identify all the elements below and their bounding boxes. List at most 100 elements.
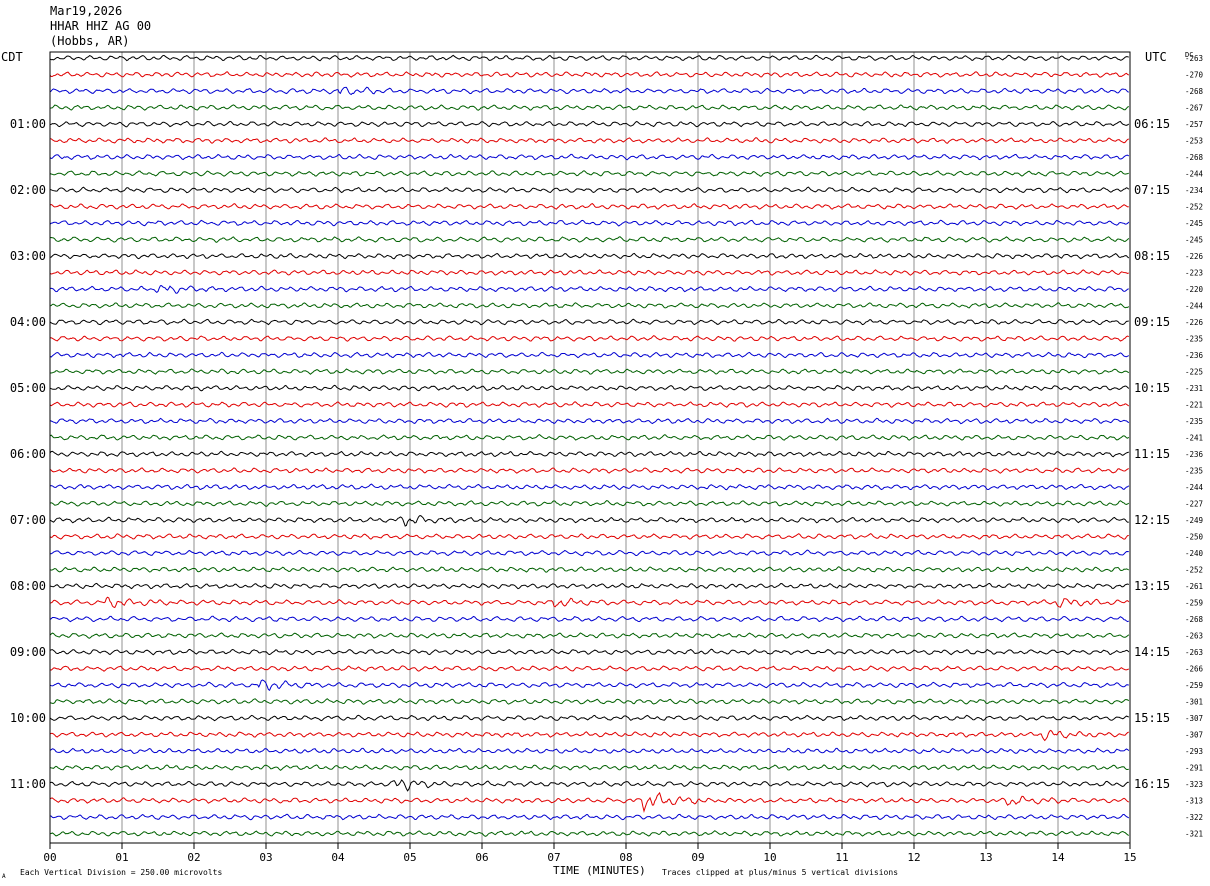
trace-row [49, 318, 1129, 326]
dc-offset-label: -322 [1185, 813, 1203, 822]
left-hour-label: 09:00 [10, 645, 46, 659]
x-axis-title: TIME (MINUTES) [553, 864, 646, 877]
dc-offset-label: -245 [1185, 236, 1203, 245]
x-tick-label: 11 [835, 851, 848, 864]
dc-offset-label: -259 [1185, 599, 1203, 608]
trace-row [49, 71, 1130, 78]
trace-row [49, 86, 1129, 96]
trace-row [49, 351, 1130, 359]
trace-row [49, 186, 1130, 194]
dc-offset-label: -268 [1185, 153, 1204, 162]
dc-offset-label: -263 [1185, 54, 1203, 63]
x-axis: 00 01 02 03 04 05 06 07 08 09 10 11 12 13 14 15 [43, 843, 1137, 864]
dc-offset-label: -268 [1185, 615, 1204, 624]
x-tick-label: 04 [331, 851, 345, 864]
header: Mar19,2026 HHAR HHZ AG 00 (Hobbs, AR) [50, 4, 151, 48]
dc-offset-label: -261 [1185, 582, 1203, 591]
trace-row [49, 813, 1130, 821]
dc-offset-label: -226 [1185, 252, 1204, 261]
trace-row [49, 779, 1129, 792]
dc-offset-label: -250 [1185, 533, 1204, 542]
trace-row [49, 515, 1129, 527]
trace-row [49, 120, 1130, 128]
left-hour-label: 07:00 [10, 513, 46, 527]
trace-row [49, 219, 1130, 227]
trace-row [49, 714, 1130, 722]
trace-row [49, 285, 1129, 294]
header-date: Mar19,2026 [50, 4, 122, 18]
trace-row [49, 532, 1129, 540]
trace-row [49, 302, 1130, 309]
dc-offset-label: -253 [1185, 137, 1203, 146]
x-tick-label: 14 [1051, 851, 1065, 864]
dc-offset-label: -263 [1185, 648, 1203, 657]
dc-offset-label: -263 [1185, 632, 1203, 641]
header-station: HHAR HHZ AG 00 [50, 19, 151, 33]
x-tick-label: 01 [115, 851, 128, 864]
dc-offset-label: -313 [1185, 797, 1203, 806]
trace-row [49, 698, 1130, 705]
trace-row [49, 747, 1130, 755]
clip-note: Traces clipped at plus/minus 5 vertical … [662, 868, 898, 877]
trace-row [49, 566, 1130, 573]
trace-row [49, 236, 1130, 243]
dc-offset-label: -226 [1185, 318, 1204, 327]
x-tick-label: 10 [763, 851, 776, 864]
x-tick-label: 13 [979, 851, 992, 864]
x-tick-label: 00 [43, 851, 56, 864]
dc-offset-label: -245 [1185, 219, 1203, 228]
right-hour-label: 07:15 [1134, 183, 1170, 197]
left-hour-label: 10:00 [10, 711, 46, 725]
dc-offset-label: -244 [1185, 302, 1204, 311]
dc-offset-label: -268 [1185, 87, 1204, 96]
dc-offset-label: -249 [1185, 516, 1203, 525]
right-hour-label: 11:15 [1134, 447, 1170, 461]
hour-labels: 01:00 02:00 03:00 04:00 05:00 06:00 07:00 08:00… [10, 117, 1170, 791]
right-hour-label: 12:15 [1134, 513, 1170, 527]
dc-offset-label: -235 [1185, 335, 1203, 344]
trace-row [49, 830, 1130, 837]
dc-offset-label: -244 [1185, 170, 1204, 179]
header-location: (Hobbs, AR) [50, 34, 129, 48]
left-hour-label: 04:00 [10, 315, 46, 329]
trace-row [49, 582, 1129, 590]
dc-offset-label: -231 [1185, 384, 1203, 393]
trace-row [49, 665, 1130, 672]
dc-label: DC [1185, 51, 1193, 59]
x-tick-label: 06 [475, 851, 488, 864]
trace-row [49, 632, 1130, 639]
dc-offset-label: -293 [1185, 747, 1203, 756]
x-tick-label: 05 [403, 851, 416, 864]
x-tick-label: 02 [187, 851, 200, 864]
right-hour-label: 08:15 [1134, 249, 1170, 263]
dc-offset-label: -227 [1185, 500, 1203, 509]
dc-offset-label: -234 [1185, 186, 1204, 195]
grid-lines [121, 52, 1059, 843]
dc-offset-label: -240 [1185, 549, 1204, 558]
left-zone-label: CDT [1, 50, 23, 64]
trace-row [49, 335, 1130, 342]
trace-row [49, 433, 1130, 441]
dc-offset-label: -252 [1185, 203, 1203, 212]
left-hour-label: 11:00 [10, 777, 46, 791]
right-zone-label: UTC [1145, 50, 1167, 64]
dc-offset-label: -323 [1185, 780, 1203, 789]
dc-offset-label: -266 [1185, 665, 1204, 674]
trace-row [49, 791, 1129, 813]
trace-row [49, 417, 1130, 425]
right-hour-label: 13:15 [1134, 579, 1170, 593]
dc-offset-label: -259 [1185, 681, 1203, 690]
plot-frame [49, 51, 1131, 844]
trace-row [49, 549, 1129, 557]
dc-offset-label: -235 [1185, 467, 1203, 476]
dc-offset-label: -307 [1185, 731, 1203, 740]
dc-offset-label: -244 [1185, 483, 1204, 492]
seismic-traces [49, 54, 1130, 837]
left-hour-label: 06:00 [10, 447, 46, 461]
trace-row [49, 269, 1129, 276]
dc-offset-label: -291 [1185, 764, 1203, 773]
left-hour-label: 08:00 [10, 579, 46, 593]
left-hour-label: 02:00 [10, 183, 46, 197]
dc-offset-label: -241 [1185, 434, 1203, 443]
